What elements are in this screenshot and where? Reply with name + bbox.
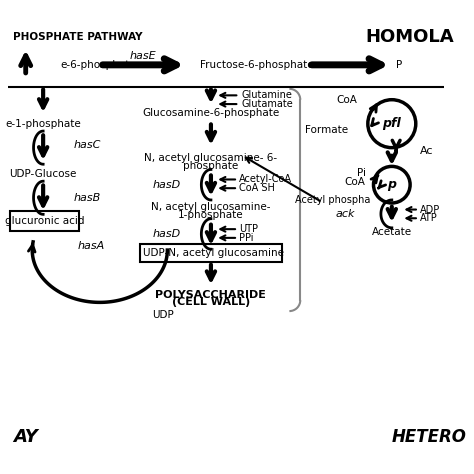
Text: hasC: hasC: [73, 140, 101, 150]
Text: Ac: Ac: [420, 146, 434, 155]
Text: POLYSACCHARIDE: POLYSACCHARIDE: [155, 290, 266, 300]
Text: ADP: ADP: [420, 205, 440, 215]
Circle shape: [368, 100, 416, 148]
Text: Fructose-6-phosphate: Fructose-6-phosphate: [200, 60, 314, 70]
Text: hasD: hasD: [152, 180, 181, 190]
Text: UDP: UDP: [152, 310, 174, 320]
Text: Acetate: Acetate: [372, 227, 412, 237]
Text: (CELL WALL): (CELL WALL): [172, 297, 250, 307]
Text: hasA: hasA: [78, 241, 105, 251]
Text: HETERO: HETERO: [392, 428, 467, 447]
Text: ATP: ATP: [420, 213, 438, 223]
Text: Formate: Formate: [305, 125, 348, 135]
Text: phosphate: phosphate: [183, 161, 238, 171]
Text: 1-phosphate: 1-phosphate: [178, 210, 244, 220]
Text: Glucosamine-6-phosphate: Glucosamine-6-phosphate: [142, 108, 280, 118]
Text: Pi: Pi: [356, 168, 365, 178]
Text: CoA: CoA: [336, 95, 357, 105]
Text: UTP: UTP: [239, 224, 258, 234]
Text: Acetyl phospha: Acetyl phospha: [295, 195, 370, 205]
Text: pfl: pfl: [383, 117, 401, 130]
FancyBboxPatch shape: [9, 211, 79, 231]
Text: e-1-phosphate: e-1-phosphate: [5, 118, 81, 128]
Text: UDP-Glucose: UDP-Glucose: [9, 169, 77, 179]
Text: HOMOLA: HOMOLA: [365, 27, 454, 46]
Text: Glutamate: Glutamate: [241, 99, 293, 109]
Text: AY: AY: [13, 428, 38, 447]
Text: CoA SH: CoA SH: [239, 183, 275, 193]
Text: ack: ack: [335, 209, 355, 219]
Text: hasD: hasD: [152, 229, 181, 239]
Text: hasE: hasE: [130, 51, 157, 61]
FancyBboxPatch shape: [140, 244, 282, 262]
Text: UDP-N, acetyl glucosamine: UDP-N, acetyl glucosamine: [143, 248, 283, 258]
Text: Acetyl-CoA: Acetyl-CoA: [239, 174, 292, 184]
Text: e-6-phosphate: e-6-phosphate: [61, 60, 137, 70]
Text: PPi: PPi: [239, 233, 254, 243]
Text: p: p: [387, 178, 396, 191]
Text: N, acetyl glucosamine-: N, acetyl glucosamine-: [151, 202, 271, 212]
Text: N, acetyl glucosamine- 6-: N, acetyl glucosamine- 6-: [145, 153, 277, 163]
Circle shape: [374, 166, 410, 203]
Text: Glutamine: Glutamine: [241, 91, 292, 100]
Text: PHOSPHATE PATHWAY: PHOSPHATE PATHWAY: [13, 31, 142, 42]
Text: P: P: [396, 60, 402, 70]
Text: CoA: CoA: [345, 177, 365, 187]
Text: hasB: hasB: [73, 193, 101, 203]
Text: glucuronic acid: glucuronic acid: [5, 216, 84, 226]
